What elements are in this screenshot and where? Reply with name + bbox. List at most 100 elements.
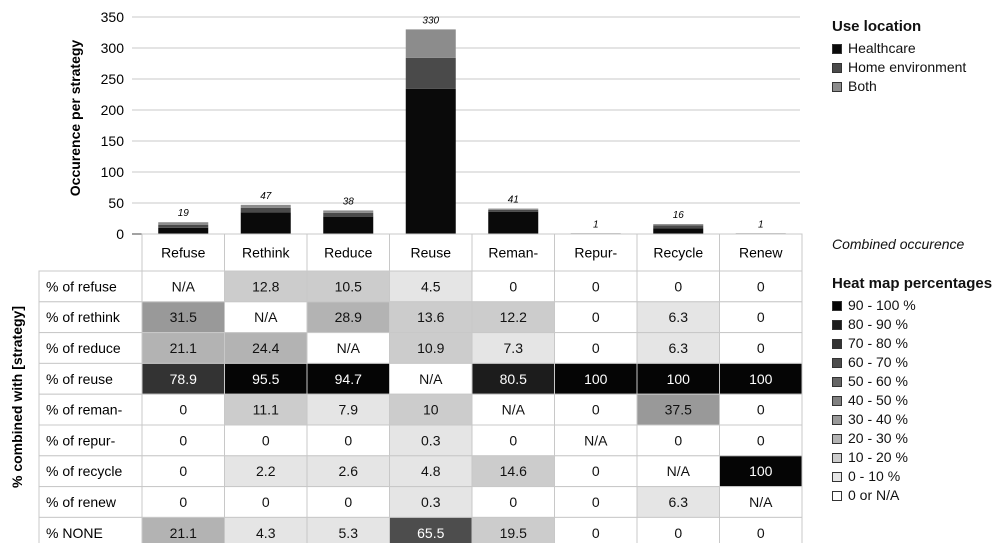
combined-occurence-label: Combined occurence bbox=[832, 236, 965, 252]
heatmap-cell-value: 0 bbox=[674, 278, 682, 294]
row-label-cell bbox=[38, 301, 143, 334]
heatmap-cell bbox=[141, 301, 225, 334]
heatmap-cell bbox=[554, 393, 638, 426]
heatmap-cell-value: 0 bbox=[179, 402, 187, 418]
bar-segment bbox=[405, 88, 456, 234]
bar-segment bbox=[323, 212, 374, 217]
heatmap-cell-value: 0.3 bbox=[421, 494, 441, 510]
column-header-cell bbox=[471, 233, 555, 272]
y-tick-label: 200 bbox=[101, 102, 125, 118]
legend-swatch bbox=[832, 300, 842, 311]
heatmap-cell-value: 0 bbox=[757, 402, 765, 418]
column-header-cell bbox=[141, 233, 225, 272]
heatmap-cell bbox=[554, 362, 638, 395]
bar-segment bbox=[240, 212, 291, 234]
heatmap-cell-value: 0 bbox=[674, 432, 682, 448]
bar-segment bbox=[488, 211, 539, 234]
column-header-cell bbox=[636, 233, 720, 272]
heatmap-cell bbox=[719, 486, 803, 518]
column-header-cell bbox=[389, 233, 473, 272]
bar-segment bbox=[240, 207, 291, 213]
bars bbox=[158, 29, 786, 234]
heatmap-cell-value: 6.3 bbox=[669, 340, 689, 356]
heatmap-cell-value: 10.9 bbox=[417, 340, 444, 356]
heatmap-cell bbox=[554, 332, 638, 364]
legend-label: 0 - 10 % bbox=[848, 468, 901, 484]
column-header: Renew bbox=[739, 245, 783, 261]
heatmap-cell-value: 0 bbox=[344, 494, 352, 510]
heatmap-cell-value: 13.6 bbox=[417, 309, 444, 325]
heatmap-cell-value: N/A bbox=[337, 340, 361, 356]
column-header-cell bbox=[224, 233, 308, 272]
heatmap-cell bbox=[141, 332, 225, 364]
column-header-cell bbox=[306, 233, 390, 272]
heatmap-cell-value: N/A bbox=[667, 463, 691, 479]
heatmap-cell bbox=[554, 301, 638, 334]
heatmap-cell-value: 10 bbox=[423, 402, 439, 418]
total-label: 41 bbox=[508, 195, 519, 206]
bar-segment bbox=[488, 208, 539, 210]
heatmap-cell-value: 6.3 bbox=[669, 309, 689, 325]
column-header: Recycle bbox=[653, 245, 703, 261]
legend-label: 50 - 60 % bbox=[848, 373, 908, 389]
bar-segment bbox=[653, 228, 704, 234]
column-header: Reuse bbox=[411, 245, 452, 261]
column-header: Repur- bbox=[574, 245, 617, 261]
bar-segment bbox=[653, 224, 704, 226]
heatmap-cell bbox=[719, 455, 803, 488]
heatmap-cell bbox=[306, 455, 390, 488]
heatmap-cell bbox=[389, 516, 473, 543]
heatmap-cell-value: 24.4 bbox=[252, 340, 279, 356]
heatmap-cell-value: 0 bbox=[509, 432, 517, 448]
heatmap-cell bbox=[389, 424, 473, 457]
legend-item: 60 - 70 % bbox=[832, 353, 992, 372]
legend-label: 80 - 90 % bbox=[848, 316, 908, 332]
heatmap-cell-value: 7.3 bbox=[504, 340, 524, 356]
legend-item: 90 - 100 % bbox=[832, 296, 992, 315]
bar-y-axis-label: Occurence per strategy bbox=[67, 40, 83, 197]
legend-item: 0 - 10 % bbox=[832, 467, 992, 486]
heatmap-cell bbox=[224, 516, 308, 543]
heatmap-cell-value: 100 bbox=[667, 371, 691, 387]
heatmap-cell-value: 0 bbox=[592, 402, 600, 418]
heatmap-cell bbox=[471, 270, 555, 303]
legend-item: 70 - 80 % bbox=[832, 334, 992, 353]
heat-map-legend-title: Heat map percentages bbox=[832, 275, 993, 292]
bar-segment bbox=[158, 222, 209, 225]
heatmap-cell bbox=[141, 455, 225, 488]
heatmap-cell bbox=[554, 516, 638, 543]
row-label: % of refuse bbox=[46, 278, 117, 294]
heatmap-cell-value: 0 bbox=[592, 278, 600, 294]
y-axis-ticks: 0 50 100 150 200 250 300 350 bbox=[101, 9, 125, 242]
heatmap-cell bbox=[636, 516, 720, 543]
legend-item: 80 - 90 % bbox=[832, 315, 992, 334]
legend-label: 40 - 50 % bbox=[848, 392, 908, 408]
y-tick-label: 50 bbox=[108, 195, 124, 211]
column-header-cell bbox=[719, 233, 803, 272]
heatmap-cell bbox=[636, 332, 720, 364]
heatmap-cell bbox=[719, 332, 803, 364]
heatmap-cell bbox=[636, 362, 720, 395]
heatmap-cell-value: N/A bbox=[172, 278, 196, 294]
heatmap-cell bbox=[141, 424, 225, 457]
heatmap-cell-value: 0 bbox=[262, 432, 270, 448]
legend-label: 60 - 70 % bbox=[848, 354, 908, 370]
total-label: 38 bbox=[343, 196, 355, 207]
heatmap-cell-value: 0 bbox=[592, 494, 600, 510]
column-header: Reman- bbox=[488, 245, 538, 261]
bar-segment bbox=[488, 209, 539, 212]
heatmap-cell-value: 2.6 bbox=[339, 463, 359, 479]
legend-swatch bbox=[832, 81, 842, 92]
row-label-cell bbox=[38, 270, 143, 303]
legend-label: 0 or N/A bbox=[848, 487, 900, 503]
heatmap-cell-value: 12.8 bbox=[252, 278, 279, 294]
legend-label: Both bbox=[848, 78, 877, 94]
heatmap-cell-value: N/A bbox=[584, 432, 608, 448]
heatmap-cell bbox=[719, 516, 803, 543]
heatmap-cell-value: 0 bbox=[592, 463, 600, 479]
bar-segment bbox=[405, 29, 456, 58]
total-label: 47 bbox=[260, 191, 272, 202]
heatmap-cell-value: 0 bbox=[757, 309, 765, 325]
heatmap-cell bbox=[389, 486, 473, 518]
